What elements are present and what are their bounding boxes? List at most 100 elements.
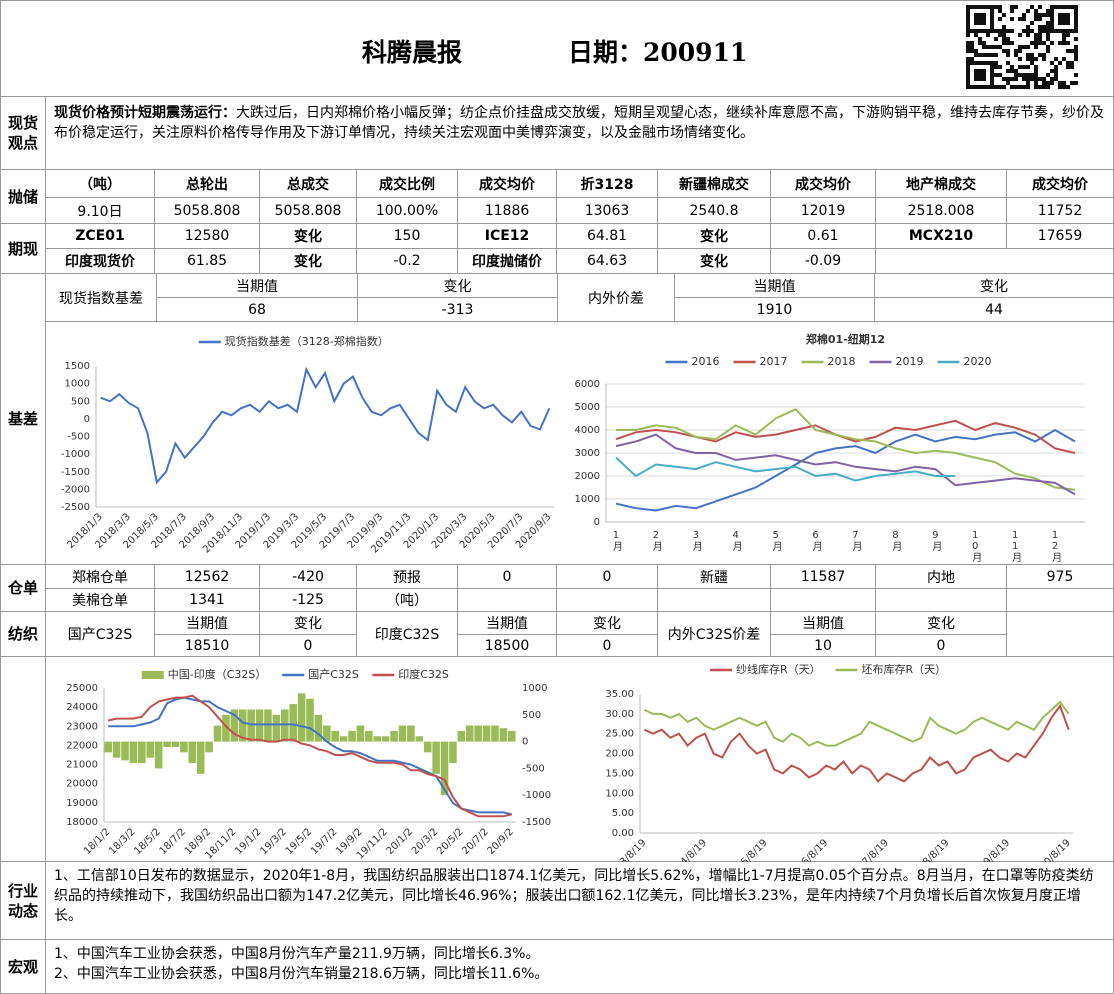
x-tick-label: 3月 xyxy=(690,530,702,552)
legend-label: 2019 xyxy=(896,355,924,368)
report-title: 科腾晨报 xyxy=(362,38,463,67)
table-cell: 2518.008 xyxy=(876,198,1007,224)
y-tick-label: -2000 xyxy=(61,484,90,495)
qr-module xyxy=(994,53,998,57)
qr-module xyxy=(1010,17,1014,21)
qr-module xyxy=(1046,9,1050,13)
qr-module xyxy=(1002,85,1006,89)
x-tick-label: 12月 xyxy=(1050,530,1062,563)
qr-module xyxy=(966,85,970,89)
qr-module xyxy=(1058,13,1062,17)
qr-module xyxy=(1038,33,1042,37)
y-tick-label: 500 xyxy=(522,710,541,721)
table-cell: 44 xyxy=(875,298,1114,322)
qr-module xyxy=(966,5,970,9)
qr-module xyxy=(1066,41,1070,45)
qr-module xyxy=(1066,21,1070,25)
qr-module xyxy=(990,77,994,81)
qr-module xyxy=(970,61,974,65)
x-tick-label: 20/7/2 xyxy=(460,826,491,857)
qr-module xyxy=(1074,49,1078,53)
bar xyxy=(398,725,407,742)
qr-module xyxy=(1058,17,1062,21)
qr-module xyxy=(1058,5,1062,9)
bar xyxy=(381,736,390,742)
qr-module xyxy=(1062,5,1066,9)
y-tick-label: 4000 xyxy=(575,425,600,436)
x-tick-label: 7月 xyxy=(850,530,862,552)
qr-module xyxy=(1026,9,1030,13)
bar xyxy=(297,693,306,742)
qr-module xyxy=(994,29,998,33)
legend-label: 坯布库存R（天） xyxy=(862,662,947,676)
y-tick-label: 500 xyxy=(71,396,90,407)
bar xyxy=(314,714,323,742)
qr-module xyxy=(1074,29,1078,33)
qr-module xyxy=(966,49,970,53)
legend-label: 2018 xyxy=(828,355,856,368)
qr-module xyxy=(1026,57,1030,61)
bar xyxy=(449,741,457,764)
qr-module xyxy=(1010,41,1014,45)
table-cell: 内地 xyxy=(876,565,1007,589)
bar xyxy=(238,709,247,742)
qr-module xyxy=(974,69,978,73)
table-cell: -125 xyxy=(260,589,357,612)
table-cell: 成交均价 xyxy=(771,170,876,198)
section-label: 行业动态 xyxy=(0,862,46,940)
qr-module xyxy=(1002,33,1006,37)
qr-module xyxy=(1074,81,1078,85)
qr-module xyxy=(994,61,998,65)
report-date: 日期：200911 xyxy=(568,38,748,67)
table-cell: 变化 xyxy=(876,612,1007,635)
table-cell: 预报 xyxy=(357,565,458,589)
qr-module xyxy=(1038,37,1042,41)
qr-module xyxy=(990,13,994,17)
qr-module xyxy=(1050,9,1054,13)
qr-module xyxy=(1022,45,1026,49)
table-cell: 当期值 xyxy=(771,612,876,635)
table-cell: 印度抛储价 xyxy=(458,249,557,274)
qr-module xyxy=(978,53,982,57)
qr-module xyxy=(1014,73,1018,77)
qr-module xyxy=(986,61,990,65)
qr-module xyxy=(982,45,986,49)
qr-module xyxy=(1026,29,1030,33)
y-tick-label: 22000 xyxy=(66,740,98,751)
qr-module xyxy=(982,61,986,65)
table-cell: 内外价差 xyxy=(558,274,675,322)
x-tick-label: 10月 xyxy=(970,530,982,563)
bar xyxy=(407,725,415,742)
qr-module xyxy=(1074,57,1078,61)
y-tick-label: -1500 xyxy=(61,467,90,478)
qr-module xyxy=(1042,29,1046,33)
qr-module xyxy=(1018,33,1022,37)
qr-module xyxy=(974,53,978,57)
section-label: 宏观 xyxy=(0,940,46,994)
x-tick-label: 14/8/19 xyxy=(674,837,709,862)
qr-module xyxy=(1006,37,1010,41)
table-cell: 变化 xyxy=(260,612,357,635)
qr-module xyxy=(966,21,970,25)
qr-module xyxy=(1042,81,1046,85)
x-tick-label: 9月 xyxy=(930,530,942,552)
qr-module xyxy=(1038,77,1042,81)
x-tick-label: 19/5/2 xyxy=(284,826,315,857)
x-tick-label: 20/3/2 xyxy=(410,826,441,857)
qr-module xyxy=(1050,21,1054,25)
y-tick-label: 24000 xyxy=(66,702,98,713)
series-line xyxy=(615,433,1076,496)
qr-module xyxy=(1050,13,1054,17)
macro-item: 1、中国汽车工业协会获悉，中国8月份汽车产量211.9万辆，同比增长6.3%。 xyxy=(54,946,540,962)
qr-module xyxy=(978,29,982,33)
section-label: 期现 xyxy=(0,224,46,274)
y-tick-label: 10.00 xyxy=(605,788,634,799)
bar xyxy=(138,741,146,764)
qr-module xyxy=(1074,37,1078,41)
table-cell: 折3128 xyxy=(557,170,658,198)
table-cell: 现货指数基差 xyxy=(46,274,157,322)
table-cell: 61.85 xyxy=(155,249,260,274)
qr-module xyxy=(1014,49,1018,53)
qr-module xyxy=(966,17,970,21)
y-tick-label: 18000 xyxy=(66,817,98,828)
